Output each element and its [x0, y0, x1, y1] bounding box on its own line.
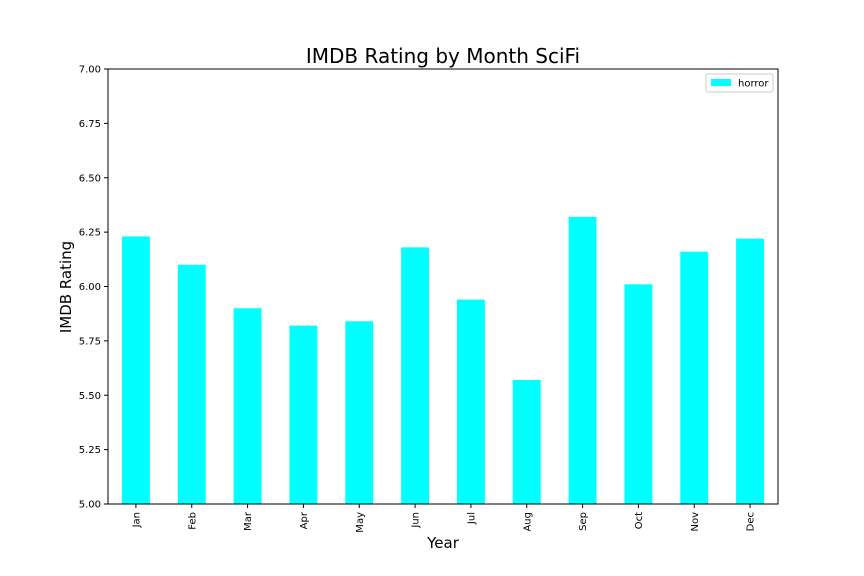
x-axis-ticks: Jan Feb Mar Apr May Jun Jul Aug Sep Oct Nov Dec	[131, 504, 757, 533]
bar-sep	[568, 216, 597, 504]
bar-apr	[289, 325, 318, 504]
x-tick-label-jul: Jul	[466, 512, 477, 525]
bar-dec	[736, 238, 765, 504]
y-tick-label: 5.25	[79, 445, 101, 456]
plot-frame	[107, 68, 779, 505]
bar-jan	[121, 236, 150, 504]
x-tick-label-aug: Aug	[522, 512, 533, 532]
legend-swatch	[711, 79, 731, 86]
bars-group	[121, 216, 765, 504]
bar-jul	[456, 299, 485, 504]
y-axis-label: IMDB Rating	[57, 241, 75, 333]
chart-title: IMDB Rating by Month SciFi	[306, 44, 580, 68]
y-tick-label: 6.25	[79, 228, 101, 239]
y-tick-label: 5.75	[79, 336, 101, 347]
x-tick-label-oct: Oct	[634, 512, 645, 529]
y-tick-label: 7.00	[79, 65, 101, 76]
y-tick-label: 6.00	[79, 282, 101, 293]
bar-may	[345, 321, 374, 504]
y-axis-ticks: 5.00 5.25 5.50 5.75 6.00 6.25 6.50 6.75 7.00	[79, 65, 108, 511]
bar-nov	[680, 251, 709, 504]
y-tick-label: 5.00	[79, 500, 101, 511]
y-tick-label: 6.50	[79, 173, 101, 184]
x-tick-label-dec: Dec	[746, 512, 757, 531]
legend-label: horror	[738, 79, 769, 90]
bar-jun	[401, 247, 430, 504]
x-tick-label-mar: Mar	[243, 511, 254, 531]
legend-box	[705, 73, 774, 93]
bar-feb	[177, 264, 206, 504]
x-tick-label-jan: Jan	[131, 512, 142, 528]
legend: horror	[705, 73, 774, 93]
bar-aug	[512, 380, 541, 504]
bar-oct	[624, 284, 653, 504]
x-tick-label-may: May	[355, 512, 366, 533]
x-tick-label-jun: Jun	[411, 512, 422, 529]
bar-mar	[233, 308, 262, 504]
x-tick-label-nov: Nov	[690, 512, 701, 532]
x-tick-label-feb: Feb	[187, 512, 198, 530]
y-tick-label: 6.75	[79, 119, 101, 130]
y-tick-label: 5.50	[79, 391, 101, 402]
x-tick-label-sep: Sep	[578, 512, 589, 531]
x-tick-label-apr: Apr	[299, 511, 310, 529]
x-axis-label: Year	[426, 534, 460, 552]
